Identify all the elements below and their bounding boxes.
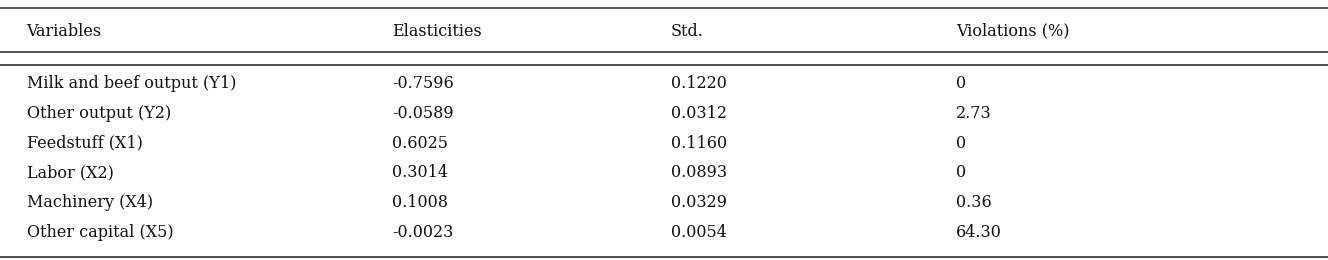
Text: 0.0893: 0.0893 <box>671 164 726 181</box>
Text: 0.0054: 0.0054 <box>671 224 726 241</box>
Text: Labor (X2): Labor (X2) <box>27 164 113 181</box>
Text: -0.7596: -0.7596 <box>392 75 453 92</box>
Text: -0.0023: -0.0023 <box>392 224 453 241</box>
Text: Milk and beef output (Y1): Milk and beef output (Y1) <box>27 75 236 92</box>
Text: 0.1220: 0.1220 <box>671 75 726 92</box>
Text: 0: 0 <box>956 75 967 92</box>
Text: 0.36: 0.36 <box>956 194 992 211</box>
Text: 0: 0 <box>956 134 967 152</box>
Text: 0.6025: 0.6025 <box>392 134 448 152</box>
Text: 0.1160: 0.1160 <box>671 134 726 152</box>
Text: Variables: Variables <box>27 23 102 40</box>
Text: 0.3014: 0.3014 <box>392 164 448 181</box>
Text: Other capital (X5): Other capital (X5) <box>27 224 173 241</box>
Text: 0.0329: 0.0329 <box>671 194 726 211</box>
Text: Violations (%): Violations (%) <box>956 23 1069 40</box>
Text: 0.0312: 0.0312 <box>671 105 726 122</box>
Text: 0: 0 <box>956 164 967 181</box>
Text: 64.30: 64.30 <box>956 224 1003 241</box>
Text: Other output (Y2): Other output (Y2) <box>27 105 171 122</box>
Text: 0.1008: 0.1008 <box>392 194 448 211</box>
Text: -0.0589: -0.0589 <box>392 105 453 122</box>
Text: Feedstuff (X1): Feedstuff (X1) <box>27 134 142 152</box>
Text: Std.: Std. <box>671 23 704 40</box>
Text: Machinery (X4): Machinery (X4) <box>27 194 153 211</box>
Text: Elasticities: Elasticities <box>392 23 482 40</box>
Text: 2.73: 2.73 <box>956 105 992 122</box>
